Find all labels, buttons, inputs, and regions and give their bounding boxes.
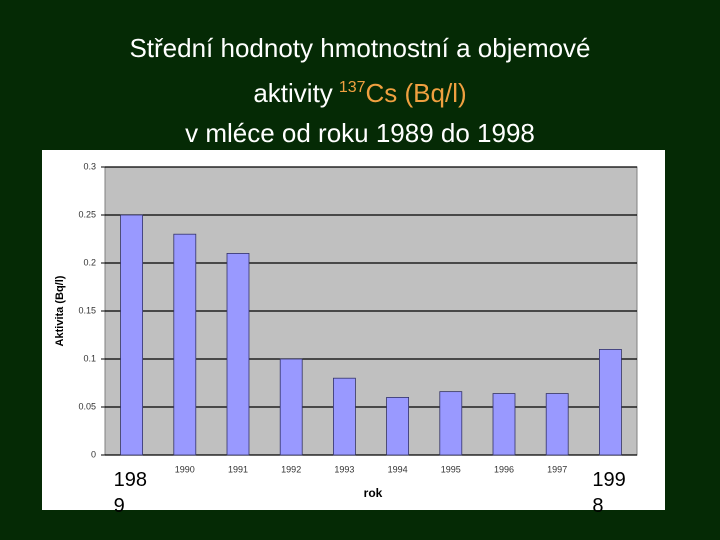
x-tick-label: 1995	[441, 464, 461, 474]
y-tick-label: 0.05	[78, 401, 96, 411]
bar	[599, 348, 622, 456]
bar	[279, 358, 303, 456]
x-tick-label: 1993	[334, 464, 354, 474]
bar	[439, 391, 463, 456]
x-tick-label: 1996	[494, 464, 514, 474]
y-axis-label: Aktivita (Bq/l)	[54, 275, 66, 346]
x-tick-label: 1991	[228, 464, 248, 474]
title-text: aktivity	[253, 78, 333, 108]
title-text: Cs (Bq/l)	[365, 78, 467, 108]
bar	[173, 233, 197, 456]
y-tick-label: 0.2	[83, 257, 96, 267]
x-tick-label: 1994	[388, 464, 408, 474]
y-tick-label: 0.1	[83, 353, 96, 363]
y-tick-label: 0.15	[78, 305, 96, 315]
x-tick-label: 1989	[113, 469, 147, 517]
bar	[226, 252, 250, 456]
title-line: aktivity 137Cs (Bq/l)	[0, 68, 720, 113]
y-tick-label: 0	[91, 449, 96, 459]
title-line: v mléce od roku 1989 do 1998	[185, 118, 535, 148]
x-tick-label: 1997	[547, 464, 567, 474]
y-tick-label: 0.3	[83, 161, 96, 171]
bar	[332, 377, 356, 456]
bar	[492, 393, 516, 456]
bar	[120, 214, 143, 456]
title-sup: 137	[338, 79, 366, 96]
bar	[545, 393, 569, 456]
x-axis-label: rok	[364, 486, 383, 500]
title-line: Střední hodnoty hmotnostní a objemové	[129, 33, 591, 63]
bar	[386, 396, 410, 456]
y-tick-label: 0.25	[78, 209, 96, 219]
x-tick-label: 1998	[592, 469, 626, 517]
title: Střední hodnoty hmotnostní a objemové ak…	[0, 28, 720, 153]
x-tick-label: 1992	[281, 464, 301, 474]
x-tick-label: 1990	[175, 464, 195, 474]
